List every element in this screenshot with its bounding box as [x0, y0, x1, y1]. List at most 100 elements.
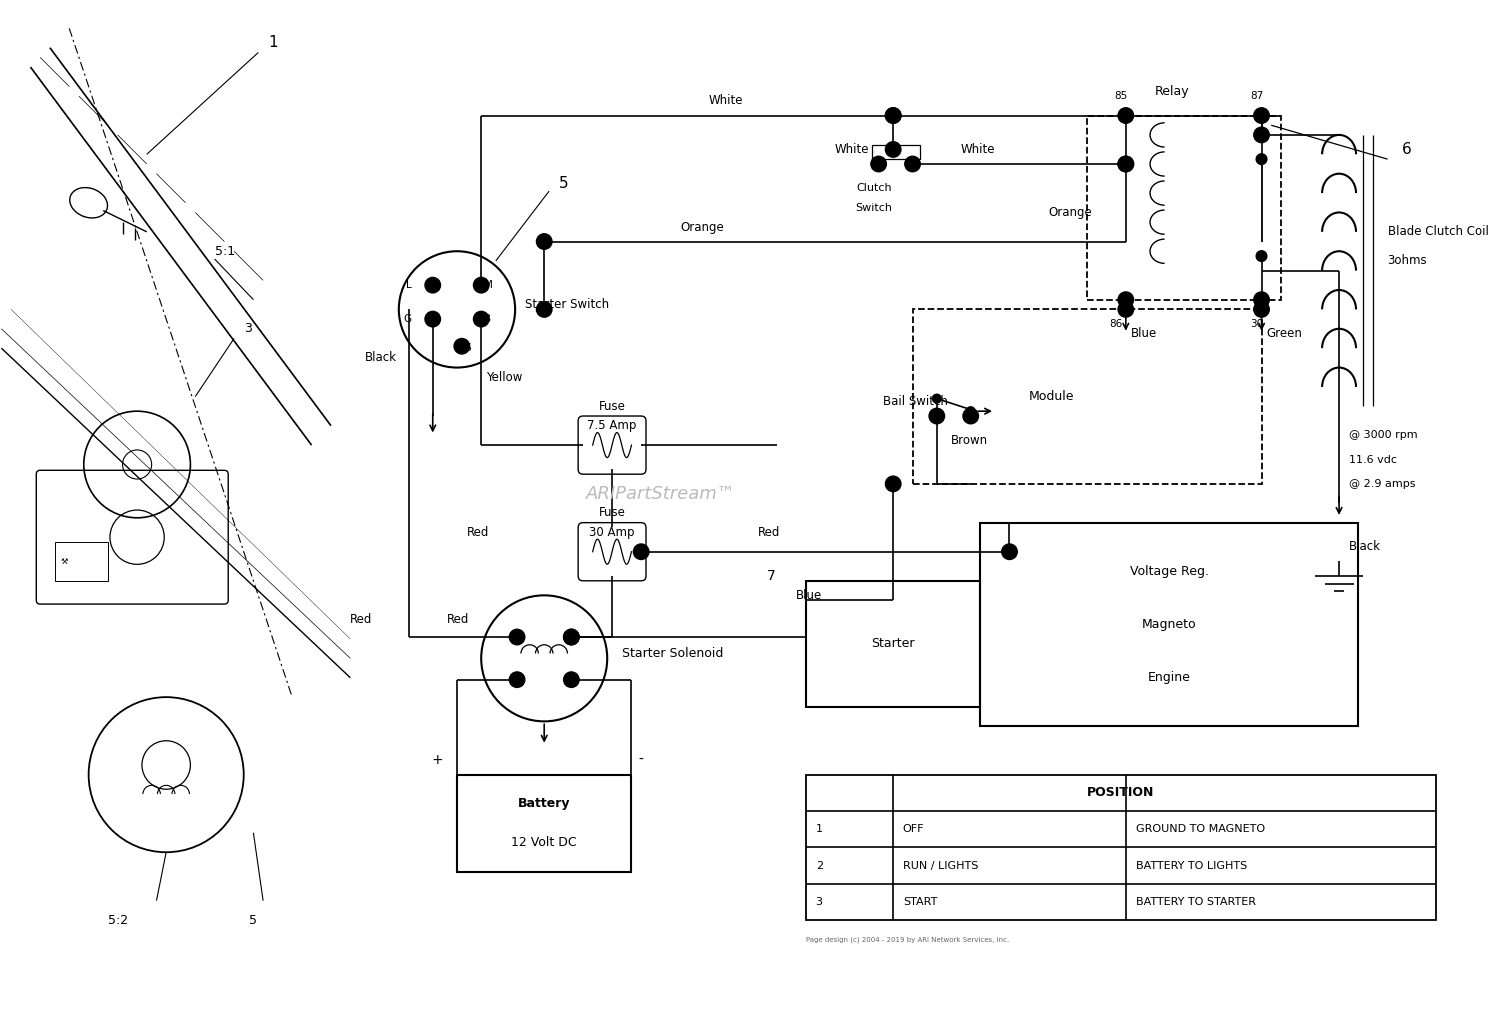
Circle shape	[885, 107, 902, 124]
Circle shape	[1254, 107, 1269, 124]
Text: L: L	[405, 280, 411, 291]
Circle shape	[1002, 544, 1017, 560]
Text: Magneto: Magneto	[1142, 618, 1197, 631]
Bar	[1088, 116, 1281, 300]
Text: 7: 7	[766, 569, 776, 583]
Text: 85: 85	[1114, 91, 1128, 101]
Circle shape	[1256, 251, 1268, 262]
Circle shape	[1254, 292, 1269, 308]
Text: 87: 87	[1250, 91, 1263, 101]
Bar	[871, 144, 921, 160]
Circle shape	[885, 476, 902, 492]
Text: Black: Black	[1348, 540, 1382, 553]
Circle shape	[633, 544, 650, 560]
Circle shape	[424, 311, 441, 326]
Text: 2: 2	[816, 860, 824, 871]
Text: B: B	[484, 314, 490, 324]
Bar	[458, 774, 632, 872]
Circle shape	[1118, 157, 1134, 172]
Circle shape	[564, 672, 579, 687]
Circle shape	[933, 394, 940, 403]
Text: Relay: Relay	[1155, 85, 1190, 98]
Circle shape	[1118, 107, 1134, 124]
Text: Fuse: Fuse	[598, 506, 625, 520]
Text: Orange: Orange	[1048, 206, 1092, 219]
Text: 7.5 Amp: 7.5 Amp	[588, 419, 638, 432]
Text: Fuse: Fuse	[598, 400, 625, 413]
Text: 5:2: 5:2	[108, 914, 128, 927]
Text: Blue: Blue	[796, 589, 822, 602]
Circle shape	[1118, 292, 1134, 308]
Text: White: White	[710, 94, 744, 107]
Text: +: +	[432, 753, 444, 767]
Text: 86: 86	[1110, 319, 1122, 329]
Text: Green: Green	[1266, 327, 1302, 340]
Circle shape	[537, 234, 552, 250]
Text: POSITION: POSITION	[1088, 787, 1155, 799]
Text: -: -	[639, 753, 644, 767]
Text: Brown: Brown	[951, 434, 988, 447]
Circle shape	[928, 408, 945, 424]
Bar	[912, 309, 1262, 484]
Circle shape	[564, 629, 579, 644]
Circle shape	[1254, 127, 1269, 142]
Circle shape	[1254, 302, 1269, 317]
Text: 30 Amp: 30 Amp	[590, 526, 634, 539]
Text: 3: 3	[243, 322, 252, 336]
Text: G: G	[404, 314, 411, 324]
Text: @ 3000 rpm: @ 3000 rpm	[1348, 431, 1418, 441]
Circle shape	[474, 277, 489, 293]
Circle shape	[454, 339, 470, 354]
Text: START: START	[903, 897, 938, 907]
Circle shape	[424, 277, 441, 293]
Circle shape	[510, 672, 525, 687]
Text: Black: Black	[364, 351, 398, 364]
Text: Starter Switch: Starter Switch	[525, 298, 609, 311]
Text: White: White	[836, 143, 870, 155]
Text: S: S	[465, 343, 471, 353]
Circle shape	[871, 157, 886, 172]
Circle shape	[1118, 157, 1134, 172]
Text: Switch: Switch	[855, 203, 892, 213]
Text: GROUND TO MAGNETO: GROUND TO MAGNETO	[1136, 825, 1264, 834]
Text: Orange: Orange	[680, 221, 723, 233]
Text: Yellow: Yellow	[486, 370, 522, 384]
Text: BATTERY TO LIGHTS: BATTERY TO LIGHTS	[1136, 860, 1246, 871]
Text: OFF: OFF	[903, 825, 924, 834]
Bar	[806, 581, 981, 707]
Text: RUN / LIGHTS: RUN / LIGHTS	[903, 860, 978, 871]
Circle shape	[904, 157, 921, 172]
Text: 5: 5	[249, 914, 258, 927]
Text: BATTERY TO STARTER: BATTERY TO STARTER	[1136, 897, 1256, 907]
Circle shape	[474, 311, 489, 326]
Text: Red: Red	[758, 526, 780, 539]
Text: 6: 6	[1402, 142, 1411, 157]
Circle shape	[963, 408, 978, 424]
Circle shape	[885, 107, 902, 124]
Circle shape	[1118, 302, 1134, 317]
Text: 30: 30	[1250, 319, 1263, 329]
Text: Page design (c) 2004 - 2019 by ARI Network Services, Inc.: Page design (c) 2004 - 2019 by ARI Netwo…	[806, 936, 1010, 943]
Text: Battery: Battery	[518, 797, 570, 810]
Text: 11.6 vdc: 11.6 vdc	[1348, 454, 1396, 464]
Bar	[806, 774, 1436, 920]
Text: Red: Red	[447, 613, 470, 626]
Text: 3ohms: 3ohms	[1388, 255, 1426, 267]
Text: Module: Module	[1029, 390, 1074, 403]
Text: Voltage Reg.: Voltage Reg.	[1130, 565, 1209, 578]
Text: Starter Solenoid: Starter Solenoid	[622, 647, 723, 660]
Text: 12 Volt DC: 12 Volt DC	[512, 836, 578, 849]
Bar	[54, 542, 108, 581]
Text: Bail Switch: Bail Switch	[884, 395, 948, 408]
Circle shape	[564, 629, 579, 644]
Text: Red: Red	[466, 526, 489, 539]
Circle shape	[966, 407, 975, 415]
Text: White: White	[962, 143, 996, 155]
Text: @ 2.9 amps: @ 2.9 amps	[1348, 479, 1416, 489]
Text: M: M	[484, 280, 494, 291]
Circle shape	[1256, 153, 1268, 165]
Text: Clutch: Clutch	[856, 183, 891, 193]
Circle shape	[537, 302, 552, 317]
Text: Engine: Engine	[1148, 671, 1191, 684]
Circle shape	[510, 629, 525, 644]
